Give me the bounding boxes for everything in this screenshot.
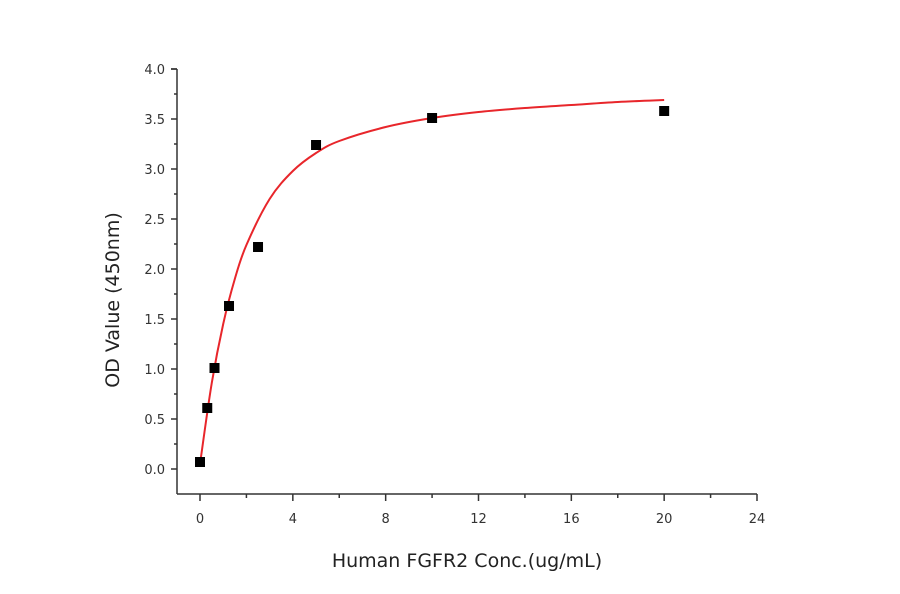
x-tick-label: 12	[470, 512, 487, 527]
data-point-marker	[311, 140, 322, 150]
data-point-marker	[195, 457, 205, 467]
y-tick-label: 3.0	[144, 163, 165, 178]
y-tick-label: 1.0	[144, 363, 165, 378]
y-axis-title: OD Value (450nm)	[102, 212, 124, 387]
data-point-marker	[202, 403, 213, 413]
data-point-marker	[427, 113, 438, 123]
data-point-marker	[224, 301, 235, 311]
axes	[171, 68, 758, 501]
data-points	[195, 106, 670, 467]
data-point-marker	[209, 363, 220, 373]
x-tick-label: 4	[289, 512, 297, 527]
fit-curve-line	[199, 99, 665, 465]
y-tick-labels: 0.0 0.5 1.0 1.5 2.0 2.5 3.0 3.5 4.0	[144, 63, 165, 478]
x-tick-labels: 0 4 8 12 16 20 24	[196, 512, 765, 527]
data-point-marker	[659, 106, 670, 116]
x-axis-title: Human FGFR2 Conc.(ug/mL)	[332, 550, 602, 572]
x-tick-label: 0	[196, 512, 204, 527]
y-tick-label: 0.5	[144, 413, 165, 428]
x-tick-label: 8	[382, 512, 390, 527]
y-tick-label: 2.5	[144, 213, 165, 228]
y-tick-label: 0.0	[144, 463, 165, 478]
data-point-marker	[253, 242, 264, 252]
x-tick-label: 24	[749, 512, 766, 527]
y-tick-label: 4.0	[144, 63, 165, 78]
x-tick-label: 20	[656, 512, 673, 527]
y-tick-label: 3.5	[144, 113, 165, 128]
x-tick-label: 16	[563, 512, 580, 527]
y-tick-label: 1.5	[144, 313, 165, 328]
y-tick-label: 2.0	[144, 263, 165, 278]
